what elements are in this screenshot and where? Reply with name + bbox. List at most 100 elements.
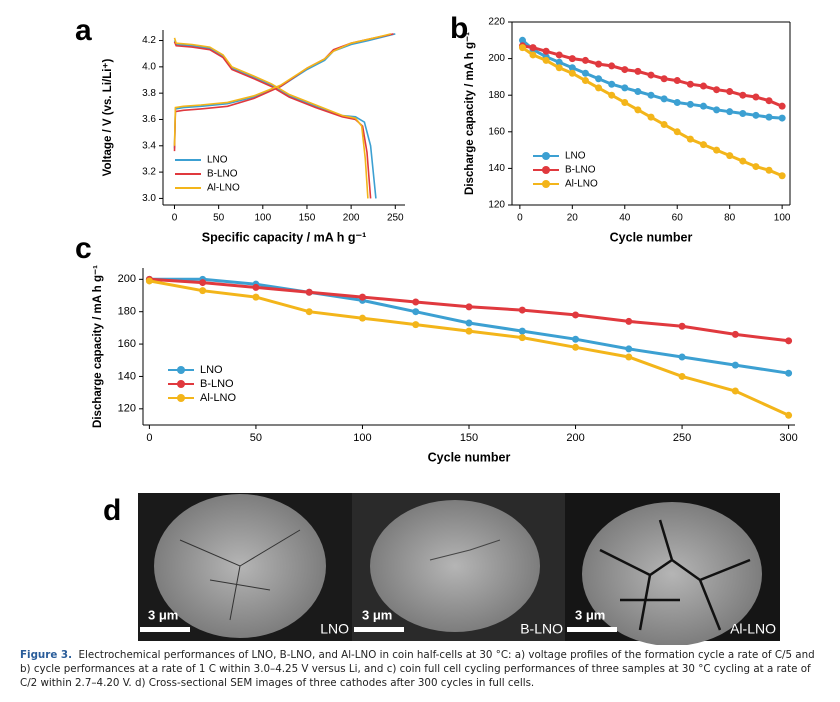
panel-label: b [450,12,468,45]
data-point [581,56,589,64]
caption-text: Electrochemical performances of LNO, B-L… [20,649,815,689]
y-tick-label: 3.2 [142,167,156,178]
data-point [634,88,642,96]
y-tick-label: 180 [118,306,136,318]
legend-marker [177,394,185,402]
data-point [608,80,616,88]
data-point [518,306,526,314]
y-tick-label: 180 [488,90,505,101]
legend-label: Al-LNO [565,179,598,190]
data-point [678,353,686,361]
data-point [568,55,576,63]
data-point [713,146,721,154]
data-point [673,128,681,136]
y-tick-label: 3.6 [142,114,156,125]
data-point [608,62,616,70]
data-point [699,141,707,149]
x-tick-label: 60 [672,213,684,224]
data-point [713,106,721,114]
data-point [731,387,739,395]
data-point [595,60,603,68]
data-point [726,152,734,160]
data-point [199,287,207,295]
data-point [529,51,537,59]
legend-marker [177,380,185,388]
x-tick-label: 200 [566,432,584,444]
sem-crack [599,519,751,631]
data-point [568,69,576,77]
data-point [673,99,681,107]
x-tick-label: 300 [779,432,797,444]
y-tick-label: 3.8 [142,88,156,99]
data-point [625,353,633,361]
data-point [726,108,734,116]
x-tick-label: 100 [254,213,271,224]
panel-label: c [75,232,92,265]
data-point [673,77,681,85]
data-point [542,47,550,55]
x-tick-label: 200 [343,213,360,224]
data-point [305,308,313,316]
legend-marker [542,152,550,160]
data-point [529,44,537,52]
data-point [778,114,786,122]
figure-panels: 0 50 100 150 200 2503.03.23.43.63.84.04.2Spec… [75,12,798,646]
data-point [595,75,603,83]
data-point [518,36,526,44]
data-point [634,67,642,75]
data-point [713,86,721,94]
data-point [785,337,793,345]
x-tick-label: 80 [724,213,736,224]
x-tick-label: 100 [353,432,371,444]
data-point [752,163,760,171]
x-axis-title: Specific capacity / mA h g⁻¹ [202,230,367,244]
data-point [660,120,668,128]
scale-label: 3 μm [148,607,178,622]
data-point [752,111,760,119]
x-tick-label: 250 [387,213,404,224]
data-point [555,58,563,66]
sem-particle [370,500,540,632]
data-point [252,283,260,291]
data-point [572,335,580,343]
x-tick-label: 150 [460,432,478,444]
legend-label: Al-LNO [207,183,240,194]
scale-label: 3 μm [362,607,392,622]
data-point [621,99,629,107]
data-point [739,91,747,99]
legend-marker [177,366,185,374]
data-point [412,308,420,316]
data-point [785,369,793,377]
x-tick-label: 150 [299,213,316,224]
data-point [465,319,473,327]
sem-crack [179,529,301,621]
data-point [765,166,773,174]
data-point [686,100,694,108]
data-point [412,298,420,306]
series-line [149,279,790,417]
data-point [572,343,580,351]
x-tick-label: 50 [250,432,262,444]
data-point [765,97,773,105]
panel-label: d [103,494,121,527]
data-point [542,56,550,64]
series-line [173,33,392,199]
data-point [765,113,773,121]
legend-marker [542,166,550,174]
data-point [660,75,668,83]
data-point [358,314,366,322]
data-point [752,93,760,101]
x-tick-label: 50 [213,213,225,224]
data-point [699,102,707,110]
y-tick-label: 200 [118,273,136,285]
data-point [252,293,260,301]
data-point [647,91,655,99]
x-tick-label: 100 [774,213,791,224]
data-point [647,113,655,121]
y-tick-label: 4.2 [142,35,156,46]
data-point [581,69,589,77]
sem-particle [582,502,762,646]
data-point [608,91,616,99]
data-point [660,95,668,103]
x-tick-label: 0 [172,213,178,224]
